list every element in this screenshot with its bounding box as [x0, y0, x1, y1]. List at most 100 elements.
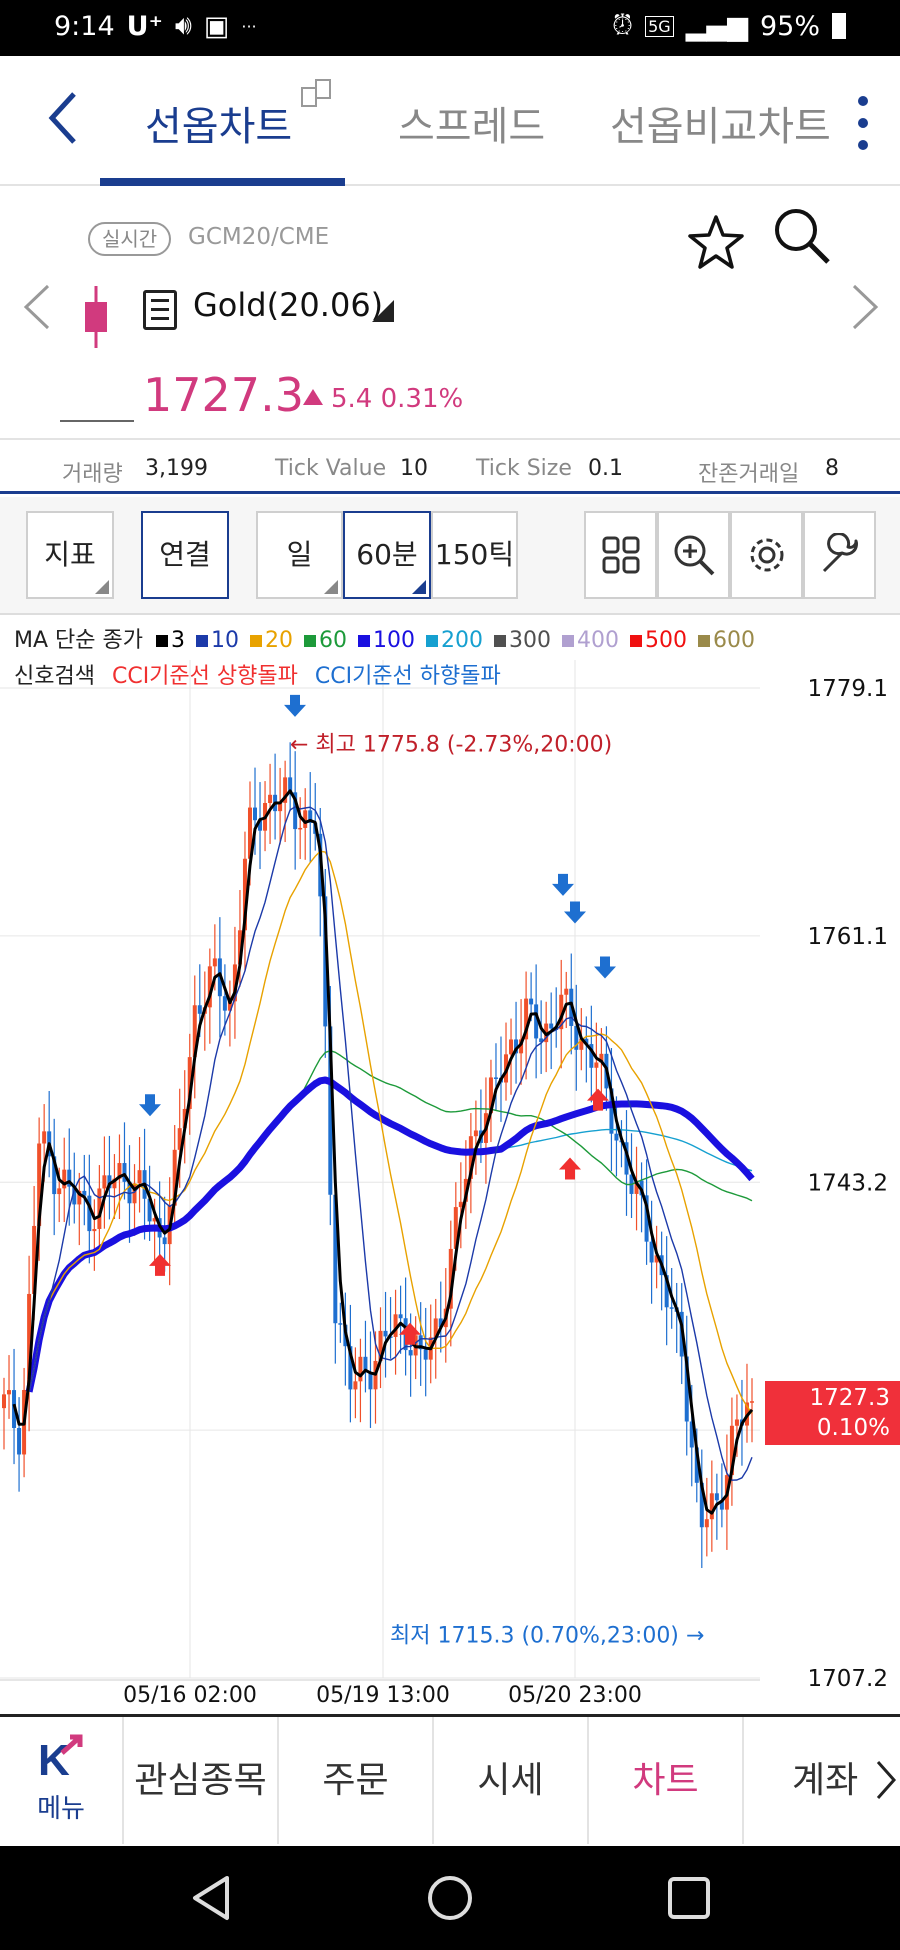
- more-menu-icon[interactable]: [855, 96, 871, 166]
- k-logo-icon: K: [38, 1734, 83, 1785]
- period-day-button[interactable]: 일: [256, 511, 343, 599]
- gear-icon: [750, 538, 783, 572]
- nav-quotes[interactable]: 시세: [434, 1717, 589, 1844]
- candle-body: [92, 1228, 97, 1232]
- volume-value: 3,199: [145, 456, 208, 481]
- ma-legend-label: 500: [644, 628, 687, 653]
- candle-body: [729, 1425, 734, 1476]
- candle-body: [102, 1175, 107, 1189]
- candle-body: [232, 964, 237, 1002]
- candle-body: [2, 1394, 6, 1409]
- previous-product-icon[interactable]: [22, 284, 52, 330]
- candle-body: [137, 1170, 142, 1184]
- candle-body: [534, 1004, 539, 1039]
- candle-body: [509, 1039, 514, 1055]
- volume-label: 거래량: [62, 462, 123, 487]
- copy-icon[interactable]: [300, 78, 334, 112]
- system-navigation-bar: [0, 1846, 900, 1950]
- candle-body: [323, 896, 328, 1027]
- nav-watchlist[interactable]: 관심종목: [124, 1717, 279, 1844]
- remaining-days: 8: [825, 456, 839, 481]
- ma-20-line: [28, 850, 753, 1414]
- candle-body: [734, 1419, 739, 1426]
- indicator-button[interactable]: 지표: [26, 511, 114, 599]
- candlestick-chart[interactable]: 1779.1 1761.1 1743.2 1707.2 05/16 02:00 05/19…: [0, 660, 900, 1710]
- ma-legend-label: 60: [318, 628, 347, 653]
- candle-body: [574, 1025, 579, 1050]
- menu-button[interactable]: K 메뉴: [0, 1717, 124, 1844]
- candle-body: [17, 1427, 22, 1455]
- chevron-right-icon[interactable]: [874, 1759, 898, 1801]
- candle-body: [222, 996, 227, 1011]
- ma-legend-item: 10: [190, 628, 239, 653]
- candle-body: [704, 1519, 709, 1528]
- ma-legend-label: 600: [712, 628, 755, 653]
- candle-body: [669, 1307, 674, 1309]
- candle-body: [207, 966, 212, 1008]
- y-tick-label: 1779.1: [808, 676, 888, 702]
- candle-body: [338, 1323, 343, 1325]
- candle-body: [127, 1181, 132, 1204]
- candle-body: [453, 1207, 458, 1249]
- candle-body: [212, 958, 217, 967]
- back-arrow-icon[interactable]: [40, 88, 90, 148]
- star-icon[interactable]: [688, 214, 744, 272]
- ma-100-line: [25, 1076, 755, 1393]
- candle-body: [147, 1198, 152, 1222]
- next-product-icon[interactable]: [850, 284, 880, 330]
- product-list-icon[interactable]: [143, 290, 177, 330]
- candle-body: [634, 1180, 639, 1194]
- search-icon[interactable]: [772, 206, 834, 268]
- ma-legend-label: 20: [264, 628, 293, 653]
- candle-body: [303, 810, 308, 828]
- product-name[interactable]: Gold(20.06): [193, 286, 384, 324]
- period-60min-button[interactable]: 60분: [343, 511, 431, 599]
- low-annotation: 최저 1715.3 (0.70%,23:00) →: [390, 1623, 704, 1648]
- network-icon: 5G: [645, 15, 674, 37]
- active-tab-indicator: [100, 178, 345, 186]
- candle-body: [423, 1349, 428, 1360]
- empty-field-line: [60, 420, 134, 422]
- period-150tick-button[interactable]: 150틱: [431, 511, 518, 599]
- candle-body: [227, 1001, 232, 1011]
- link-button[interactable]: 연결: [141, 511, 229, 599]
- candle-body: [253, 807, 258, 821]
- settings-button[interactable]: [730, 511, 803, 599]
- ma-legend-item: 600: [692, 628, 755, 653]
- home-icon[interactable]: [426, 1874, 474, 1922]
- ma-legend: MA 단순 종가 3 10 20 60 100 200 300 400 500 600: [14, 622, 760, 654]
- candle-body: [529, 998, 534, 1005]
- candle-body: [77, 1190, 82, 1205]
- dropdown-triangle-icon[interactable]: [372, 300, 394, 322]
- ma-legend-label: 10: [210, 628, 239, 653]
- recent-apps-icon[interactable]: [665, 1874, 713, 1922]
- alarm-icon: ⏰︎: [612, 10, 634, 41]
- layout-grid-button[interactable]: [584, 511, 657, 599]
- zoom-button[interactable]: [657, 511, 730, 599]
- x-tick-label: 05/20 23:00: [508, 1683, 642, 1708]
- back-icon[interactable]: [187, 1874, 235, 1922]
- nav-order[interactable]: 주문: [279, 1717, 434, 1844]
- tab-futures-chart[interactable]: 선옵차트: [145, 104, 293, 150]
- candle-body: [378, 1330, 383, 1361]
- tab-spread[interactable]: 스프레드: [398, 104, 546, 150]
- candle-body: [579, 1038, 584, 1050]
- candle-body: [393, 1314, 398, 1337]
- grid-icon: [602, 536, 639, 574]
- candle-body: [112, 1178, 117, 1189]
- signal-title: 신호검색: [14, 664, 95, 689]
- candle-body: [57, 1188, 62, 1195]
- candle-body: [368, 1372, 373, 1390]
- ma-legend-title: MA 단순 종가: [14, 628, 143, 653]
- candle-body: [177, 1128, 182, 1150]
- tab-compare-chart[interactable]: 선옵비교차트: [610, 104, 831, 150]
- tools-button[interactable]: [803, 511, 876, 599]
- candle-body: [132, 1183, 137, 1204]
- ma-legend-item: 20: [244, 628, 293, 653]
- contract-info-bar: 거래량 3,199 Tick Value 10 Tick Size 0.1 잔존…: [0, 442, 900, 494]
- ma-legend-item: 400: [556, 628, 619, 653]
- candle-body: [599, 1053, 604, 1063]
- nav-chart[interactable]: 차트: [589, 1717, 744, 1844]
- nav-account[interactable]: 계좌: [744, 1717, 900, 1844]
- candle-body: [162, 1237, 167, 1245]
